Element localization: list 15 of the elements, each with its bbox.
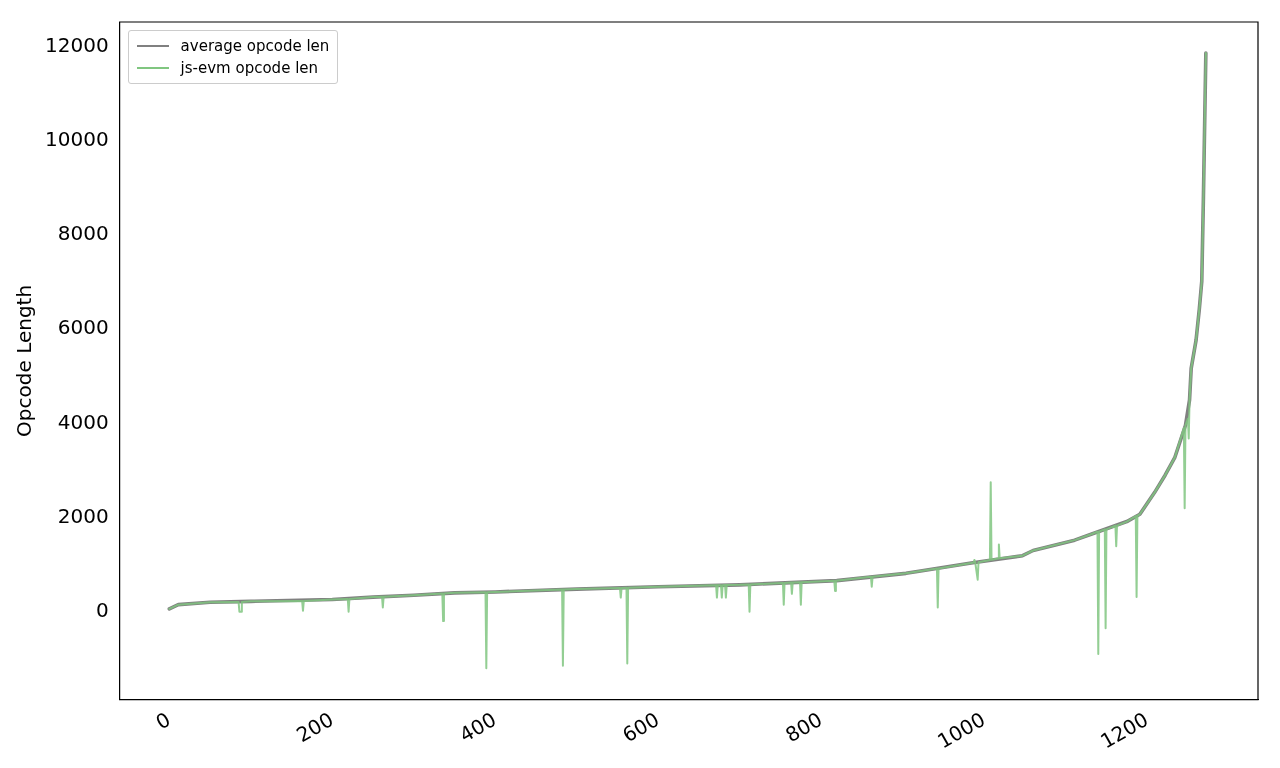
- y-tick-label: 10000: [45, 127, 109, 152]
- x-tick-label: 800: [781, 707, 827, 748]
- y-tick-label: 8000: [57, 221, 109, 246]
- y-axis-title: Opcode Length: [12, 284, 37, 437]
- legend-label: js-evm opcode len: [180, 59, 319, 77]
- x-tick-label: 600: [618, 707, 664, 748]
- x-tick-label: 400: [455, 707, 501, 748]
- y-tick-label: 12000: [45, 33, 109, 58]
- x-tick-label: 0: [151, 707, 175, 735]
- legend-label: average opcode len: [180, 37, 330, 55]
- x-tick-label: 200: [292, 707, 338, 748]
- y-tick-label: 0: [95, 597, 109, 622]
- y-tick-label: 2000: [57, 503, 109, 528]
- y-tick-label: 4000: [57, 409, 109, 434]
- y-tick-label: 6000: [57, 315, 109, 340]
